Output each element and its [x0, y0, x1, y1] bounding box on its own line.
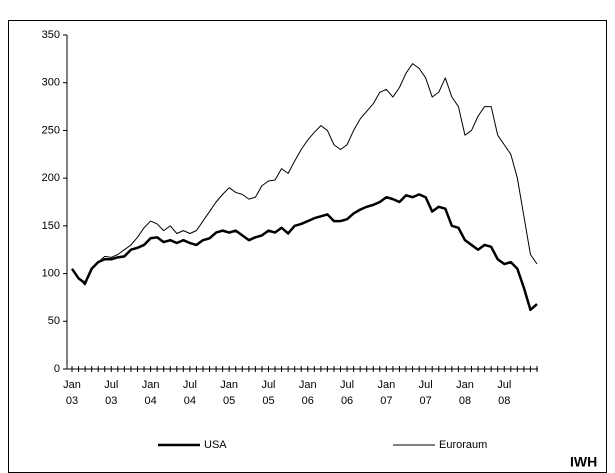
x-tick-label: Jul 06 [340, 379, 354, 407]
y-tick-label: 200 [42, 172, 60, 184]
y-tick-label: 150 [42, 220, 60, 232]
x-tick-label: Jul 05 [261, 379, 275, 407]
x-tick-label: Jul 04 [183, 379, 197, 407]
x-tick-label: Jul 08 [497, 379, 511, 407]
x-tick-label: Jul 07 [419, 379, 433, 407]
y-tick-label: 350 [42, 29, 60, 41]
y-tick-label: 300 [42, 77, 60, 89]
x-tick-label: Jan 08 [456, 379, 474, 407]
x-tick-label: Jan 04 [142, 379, 160, 407]
x-tick-label: Jan 03 [63, 379, 81, 407]
legend-label: USA [204, 439, 227, 451]
x-tick-label: Jan 07 [377, 379, 395, 407]
x-tick-label: Jan 06 [299, 379, 317, 407]
line-series [71, 63, 538, 286]
source-label: IWH [570, 454, 597, 470]
y-tick-label: 0 [54, 363, 60, 375]
line-series [70, 193, 538, 312]
x-tick-label: Jul 03 [104, 379, 118, 407]
legend-label: Euroraum [439, 439, 487, 451]
y-tick-label: 50 [48, 315, 60, 327]
y-tick-label: 100 [42, 267, 60, 279]
x-tick-label: Jan 05 [220, 379, 238, 407]
y-tick-label: 250 [42, 124, 60, 136]
